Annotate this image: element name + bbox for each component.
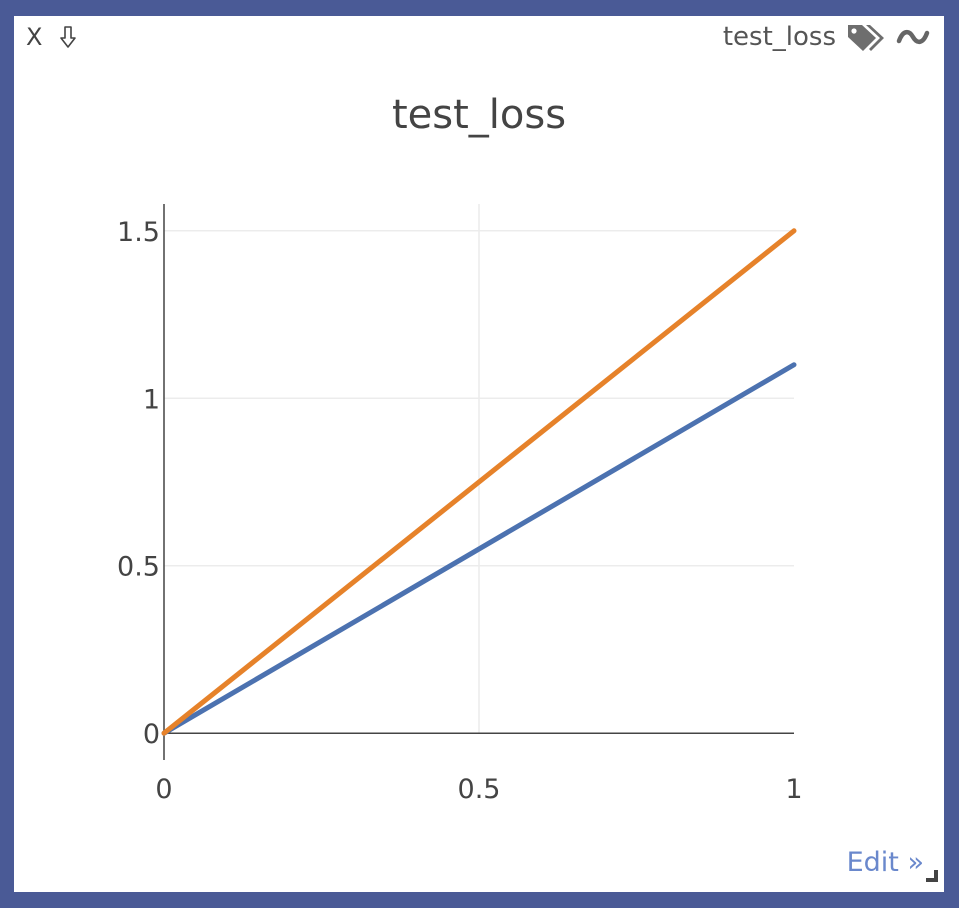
plot-pane: X test_loss test_loss 0 0.5 1 1.5 0 0.5 1 Edit…	[14, 16, 944, 892]
tags-icon	[848, 25, 884, 51]
series-line-1	[161, 362, 797, 736]
y-tick-label: 1.5	[117, 217, 160, 248]
y-tick-label: 0.5	[117, 552, 160, 583]
chart-title: test_loss	[392, 92, 566, 138]
tilde-icon	[896, 30, 930, 44]
window-title: test_loss	[722, 22, 836, 52]
edit-link[interactable]: Edit »	[846, 847, 924, 878]
smoothing-button[interactable]	[896, 25, 930, 49]
pane-toolbar-left: X	[26, 20, 77, 54]
resize-corner-icon	[926, 870, 938, 882]
y-tick-label: 0	[143, 719, 160, 750]
tags-button[interactable]	[846, 21, 886, 53]
download-arrow-icon	[60, 26, 77, 48]
x-tick-label: 0	[155, 774, 172, 805]
x-tick-label: 1	[785, 774, 802, 805]
y-tick-label: 1	[143, 384, 160, 415]
x-tick-label: 0.5	[458, 774, 501, 805]
resize-handle[interactable]	[926, 867, 938, 886]
series-line-2	[161, 228, 797, 736]
download-button[interactable]	[60, 25, 77, 49]
pane-toolbar-right: test_loss	[723, 20, 930, 54]
close-button[interactable]: X	[26, 23, 43, 51]
line-chart: test_loss 0 0.5 1 1.5 0 0.5 1	[117, 92, 803, 805]
